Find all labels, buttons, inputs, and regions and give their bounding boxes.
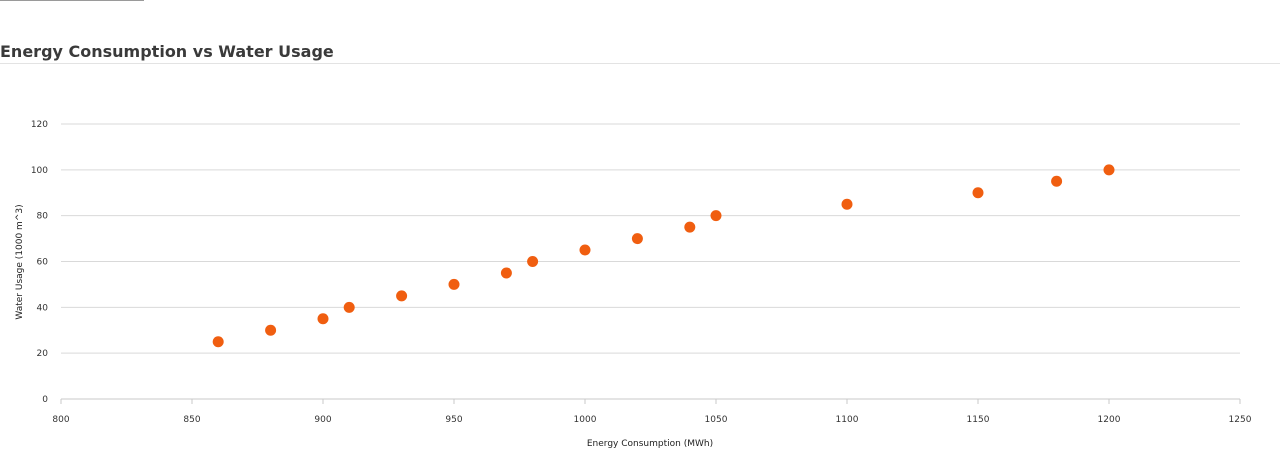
data-point-3: [317, 313, 329, 325]
x-tick-label-950: 950: [445, 415, 462, 425]
x-tick-label-1100: 1100: [836, 415, 859, 425]
x-tick-label-800: 800: [52, 415, 69, 425]
x-tick-label-1200: 1200: [1098, 415, 1121, 425]
data-point-6: [448, 278, 460, 290]
y-tick-label-100: 100: [31, 166, 48, 176]
data-point-8: [527, 256, 539, 267]
data-point-16: [1103, 164, 1115, 176]
x-axis-ticks: 800 850 900 950 1000 1050 1100 1150 1200 1250: [52, 399, 1252, 425]
y-tick-label-0: 0: [42, 395, 48, 405]
data-point-15: [1051, 175, 1063, 187]
y-tick-label-60: 60: [37, 258, 49, 268]
data-points: [212, 164, 1115, 348]
top-divider: [0, 0, 144, 1]
title-divider: [0, 63, 1280, 64]
data-point-1: [212, 336, 224, 348]
x-axis-title: Energy Consumption (MWh): [587, 439, 713, 449]
data-point-4: [343, 301, 355, 313]
x-tick-label-850: 850: [183, 415, 200, 425]
y-tick-label-80: 80: [37, 212, 49, 222]
x-tick-label-1250: 1250: [1229, 415, 1252, 425]
data-point-7: [500, 267, 512, 279]
gridlines: [61, 123, 1240, 354]
data-point-14: [972, 187, 984, 199]
y-axis-title: Water Usage (1000 m^3): [15, 204, 25, 319]
chart-title: Energy Consumption vs Water Usage: [0, 42, 334, 61]
y-tick-label-120: 120: [31, 120, 48, 130]
data-point-13: [841, 198, 853, 210]
data-point-10: [631, 233, 643, 245]
data-point-2: [265, 324, 277, 336]
x-tick-label-900: 900: [314, 415, 331, 425]
x-tick-label-1000: 1000: [574, 415, 597, 425]
data-point-11: [684, 221, 696, 233]
x-tick-label-1050: 1050: [705, 415, 728, 425]
y-tick-label-20: 20: [37, 349, 49, 359]
x-tick-label-1150: 1150: [967, 415, 990, 425]
data-point-5: [396, 290, 408, 302]
data-point-12: [710, 210, 722, 222]
y-tick-label-40: 40: [37, 303, 49, 313]
y-axis-ticks: 0 20 40 60 80 100 120: [31, 120, 48, 405]
data-point-9: [579, 244, 591, 256]
